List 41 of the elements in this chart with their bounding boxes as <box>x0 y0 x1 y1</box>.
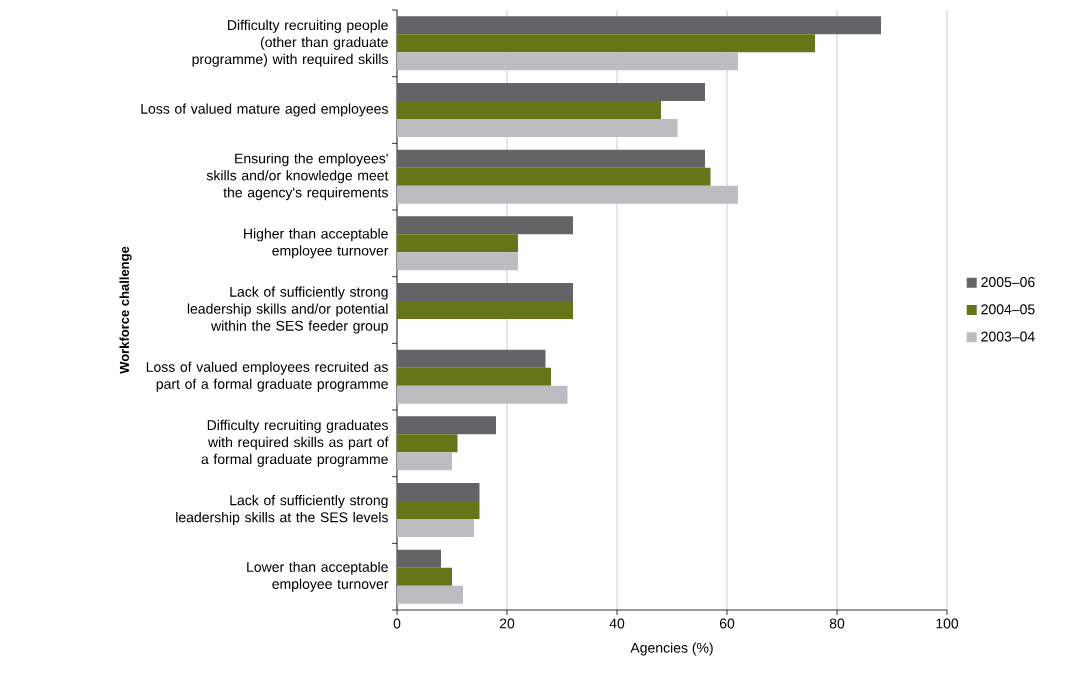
bar <box>397 519 474 538</box>
y-tick-label: Difficulty recruiting graduates with required skills as part of a formal graduate programme <box>201 419 389 467</box>
legend-label: 2005–06 <box>981 277 1035 288</box>
x-axis-title: Agencies (%) <box>630 642 713 656</box>
y-tick-label: Lack of sufficiently strong leadership skills and/or potential within the SES feeder group <box>187 286 388 334</box>
bar <box>397 234 518 253</box>
bar <box>397 216 573 235</box>
bar <box>397 301 573 320</box>
bar <box>397 101 661 120</box>
bar <box>397 434 458 453</box>
y-axis-title: Workforce challenge <box>119 246 132 374</box>
legend-label: 2004–05 <box>981 304 1035 315</box>
bar <box>397 567 452 586</box>
x-tick-label: 60 <box>719 618 735 629</box>
bar <box>397 367 551 386</box>
bar <box>397 549 441 568</box>
bar <box>397 585 463 604</box>
y-tick-label: Loss of valued employees recruited as part of a formal graduate programme <box>146 361 388 392</box>
y-tick-label: Difficulty recruiting people (other than graduate programme) with required skills <box>192 19 388 67</box>
bar <box>397 149 705 168</box>
y-tick-label: Loss of valued mature aged employees <box>141 103 388 117</box>
bar <box>397 16 882 35</box>
y-tick-label: Ensuring the employees' skills and/or knowledge meet the agency's requirements <box>206 153 389 201</box>
bar <box>397 167 711 186</box>
y-tick-label: Lack of sufficiently strong leadership skills at the SES levels <box>176 494 388 526</box>
bar <box>397 501 480 520</box>
x-tick-label: 100 <box>936 618 959 629</box>
legend-label: 2003–04 <box>981 331 1035 342</box>
x-tick-label: 0 <box>393 618 401 629</box>
bar <box>397 283 573 302</box>
y-tick-label: Lower than acceptable employee turnover <box>247 561 389 592</box>
bar <box>397 349 546 368</box>
y-tick-label: Higher than acceptable employee turnover <box>244 228 389 259</box>
x-tick-label: 20 <box>499 618 515 629</box>
bar <box>397 34 815 53</box>
bar <box>397 483 480 502</box>
bar <box>397 416 496 435</box>
x-tick-label: 80 <box>829 618 845 629</box>
x-tick-label: 40 <box>609 618 625 629</box>
bar <box>397 452 452 471</box>
bar <box>397 83 705 102</box>
